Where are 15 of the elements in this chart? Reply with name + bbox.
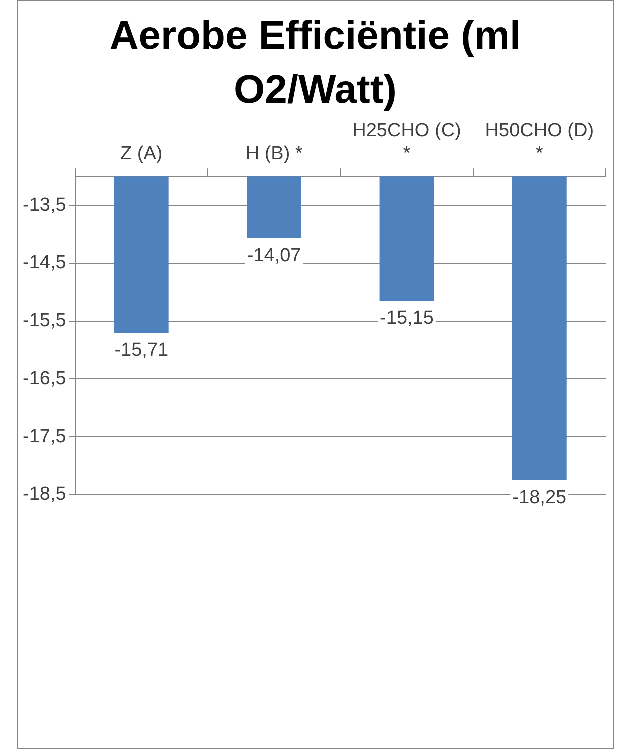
y-tick-label: -15,5 [22, 310, 66, 332]
y-tick-label: -18,5 [22, 484, 66, 506]
data-label: -15,71 [114, 340, 169, 362]
data-label: -18,25 [512, 487, 567, 508]
x-tick-label: Z (A) [120, 143, 163, 164]
x-tick-label: H50CHO (D) * [485, 120, 594, 164]
x-tick-label: H25CHO (C) * [352, 120, 462, 164]
y-tick-label: -13,5 [22, 194, 66, 216]
x-tick-label: H (B) * [246, 143, 304, 164]
data-label: -14,07 [247, 245, 302, 266]
chart-title: Aerobe Efficiëntie (ml O2/Watt) [108, 13, 522, 114]
y-tick-label: -17,5 [22, 426, 66, 448]
y-tick-label: -16,5 [22, 368, 66, 390]
data-label: -15,15 [380, 308, 434, 329]
y-tick-label: -14,5 [22, 252, 66, 274]
